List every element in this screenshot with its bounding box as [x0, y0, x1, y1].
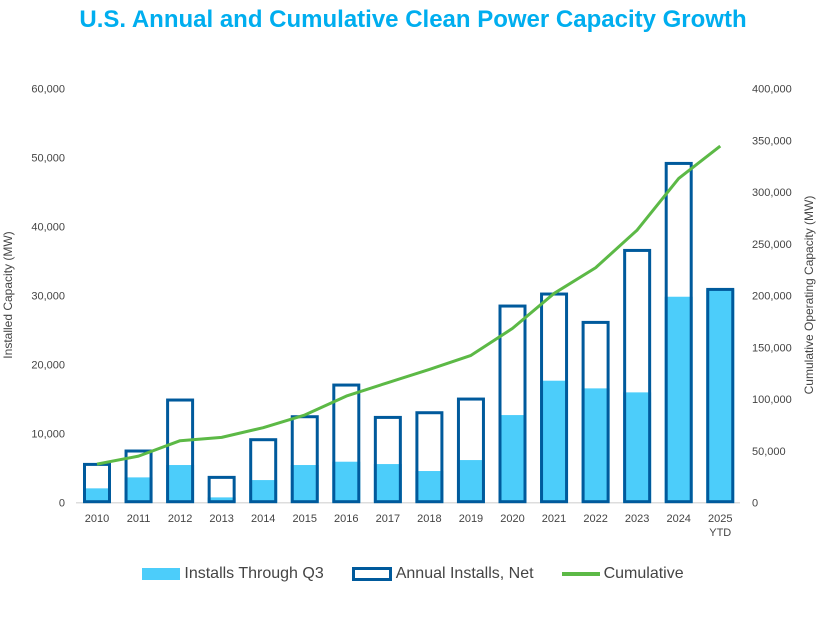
y-tick-label: 60,000: [31, 84, 65, 96]
y2-tick-label: 100,000: [752, 394, 792, 406]
y2-tick-label: 300,000: [752, 187, 792, 199]
x-tick-label: 2024: [666, 513, 690, 525]
bar-installs-q3: [249, 480, 278, 503]
x-tick-label: 2016: [334, 513, 358, 525]
y2-tick-label: 150,000: [752, 342, 792, 354]
bar-annual-net: [415, 411, 444, 504]
bar-installs-q3: [540, 380, 569, 503]
y-tick-label: 40,000: [31, 222, 65, 234]
x-tick-label: 2022: [583, 513, 607, 525]
y2-tick-label: 400,000: [752, 84, 792, 96]
legend-label: Installs Through Q3: [184, 565, 324, 582]
bar-installs-q3: [332, 461, 361, 503]
y-tick-label: 30,000: [31, 291, 65, 303]
bar-installs-q3: [415, 471, 444, 503]
y2-tick-label: 50,000: [752, 446, 786, 458]
bar-annual-net: [664, 161, 693, 504]
x-tick-label: YTD: [709, 527, 731, 539]
bar-installs-q3: [166, 465, 195, 503]
x-tick-label: 2020: [500, 513, 524, 525]
line-cumulative: [96, 144, 722, 466]
bar-annual-net: [373, 415, 402, 504]
y-axis-label: Installed Capacity (MW): [1, 231, 15, 358]
x-tick-label: 2025: [708, 513, 732, 525]
legend-label: Annual Installs, Net: [395, 565, 534, 582]
legend-item-cumulative: Cumulative: [561, 565, 684, 583]
bar-installs-q3: [456, 460, 485, 503]
x-tick-label: 2019: [459, 513, 483, 525]
y2-tick-label: 200,000: [752, 291, 792, 303]
bar-installs-q3: [664, 296, 693, 503]
x-tick-label: 2021: [542, 513, 566, 525]
x-tick-label: 2010: [85, 513, 109, 525]
y2-tick-label: 250,000: [752, 239, 792, 251]
x-tick-label: 2015: [293, 513, 317, 525]
chart-title: U.S. Annual and Cumulative Clean Power C…: [79, 6, 747, 33]
bar-installs-q3: [207, 497, 236, 503]
legend-label: Cumulative: [603, 565, 684, 582]
legend-swatch-line: [561, 572, 600, 576]
bar-annual-net: [83, 462, 111, 504]
bar-installs-q3: [581, 388, 610, 503]
x-tick-label: 2014: [251, 513, 275, 525]
bar-installs-q3: [373, 464, 402, 503]
legend-swatch-outline-bar: [351, 567, 392, 581]
bar-annual-net: [706, 287, 735, 504]
legend-item-annual-net: Annual Installs, Net: [351, 565, 534, 583]
bar-annual-net: [332, 383, 361, 504]
legend-swatch-filled-bar: [142, 568, 181, 580]
x-tick-label: 2013: [209, 513, 233, 525]
bar-annual-net: [581, 320, 610, 504]
bar-installs-q3: [498, 415, 527, 503]
x-tick-label: 2011: [127, 513, 151, 525]
y-tick-label: 10,000: [31, 429, 65, 441]
y2-tick-label: 0: [752, 498, 758, 510]
x-tick-label: 2012: [168, 513, 192, 525]
y-tick-label: 0: [59, 498, 65, 510]
legend: Installs Through Q3 Annual Installs, Net…: [0, 565, 826, 583]
bar-installs-q3: [290, 465, 319, 503]
y2-axis-label: Cumulative Operating Capacity (MW): [802, 196, 816, 395]
bar-annual-net: [290, 415, 319, 504]
legend-item-installs-q3: Installs Through Q3: [142, 565, 324, 583]
bar-annual-net: [207, 475, 236, 504]
x-tick-label: 2023: [625, 513, 649, 525]
y-tick-label: 50,000: [31, 153, 65, 165]
x-tick-label: 2018: [417, 513, 441, 525]
bar-installs-q3: [83, 488, 111, 503]
bar-annual-net: [124, 449, 153, 504]
bar-annual-net: [456, 397, 485, 504]
x-tick-label: 2017: [376, 513, 400, 525]
y-tick-label: 20,000: [31, 360, 65, 372]
bar-annual-net: [498, 304, 527, 504]
bar-annual-net: [249, 438, 278, 504]
bar-installs-q3: [623, 392, 652, 503]
y2-tick-label: 350,000: [752, 135, 792, 147]
bar-annual-net: [166, 398, 195, 504]
bar-installs-q3: [706, 289, 735, 503]
bar-installs-q3: [124, 477, 153, 503]
bar-annual-net: [623, 248, 652, 504]
